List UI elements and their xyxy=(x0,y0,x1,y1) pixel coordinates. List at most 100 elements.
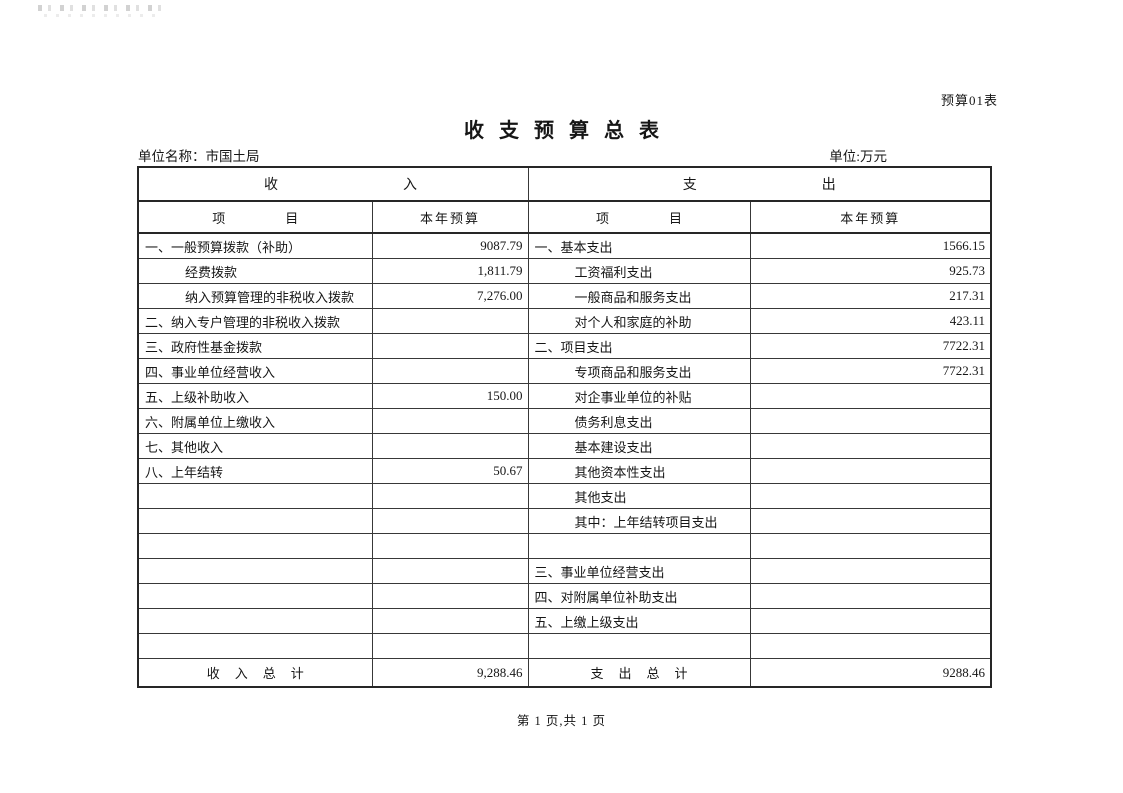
table-row: 二、纳入专户管理的非税收入拨款 对个人和家庭的补助 423.11 xyxy=(137,308,992,334)
expense-budget-column-header: 本年预算 xyxy=(749,200,992,234)
income-value-cell xyxy=(371,533,529,559)
income-item-cell: 一、一般预算拨款（补助） xyxy=(137,232,373,259)
expense-value-cell: 7722.31 xyxy=(749,358,992,384)
table-row: 四、对附属单位补助支出 xyxy=(137,583,992,609)
table-row: 八、上年结转 50.67 其他资本性支出 xyxy=(137,458,992,484)
income-item-cell xyxy=(137,483,373,509)
scan-noise-marks xyxy=(44,14,164,17)
income-value-cell: 1,811.79 xyxy=(371,258,529,284)
table-row: 四、事业单位经营收入 专项商品和服务支出 7722.31 xyxy=(137,358,992,384)
income-item-column-header: 项目 xyxy=(137,200,373,234)
income-value-cell xyxy=(371,358,529,384)
income-value-cell xyxy=(371,408,529,434)
expense-item-cell: 专项商品和服务支出 xyxy=(527,358,751,384)
expense-item-cell: 二、项目支出 xyxy=(527,333,751,359)
income-value-cell: 150.00 xyxy=(371,383,529,409)
expense-item-cell xyxy=(527,633,751,659)
expense-item-cell: 对企事业单位的补贴 xyxy=(527,383,751,409)
income-value-cell: 7,276.00 xyxy=(371,283,529,309)
expense-value-cell xyxy=(749,433,992,459)
income-item-cell: 七、其他收入 xyxy=(137,433,373,459)
table-row: 七、其他收入 基本建设支出 xyxy=(137,433,992,459)
expense-section-header: 支出 xyxy=(527,166,992,202)
expense-value-cell: 1566.15 xyxy=(749,232,992,259)
expense-item-cell: 其他支出 xyxy=(527,483,751,509)
income-item-cell xyxy=(137,583,373,609)
income-item-cell: 二、纳入专户管理的非税收入拨款 xyxy=(137,308,373,334)
page-title: 收支预算总表 xyxy=(464,120,674,142)
expense-value-cell xyxy=(749,408,992,434)
table-row: 一、一般预算拨款（补助） 9087.79 一、基本支出 1566.15 xyxy=(137,232,992,259)
expense-value-cell xyxy=(749,508,992,534)
expense-item-column-header: 项目 xyxy=(527,200,751,234)
expense-value-cell: 7722.31 xyxy=(749,333,992,359)
table-row: 其中：上年结转项目支出 xyxy=(137,508,992,534)
expense-item-cell: 一、基本支出 xyxy=(527,232,751,259)
income-item-cell xyxy=(137,558,373,584)
income-value-cell xyxy=(371,483,529,509)
income-item-cell xyxy=(137,508,373,534)
expense-value-cell xyxy=(749,383,992,409)
table-row: 五、上缴上级支出 xyxy=(137,608,992,634)
income-value-cell: 50.67 xyxy=(371,458,529,484)
table-row: 经费拨款 1,811.79 工资福利支出 925.73 xyxy=(137,258,992,284)
expense-value-cell: 217.31 xyxy=(749,283,992,309)
expense-value-cell xyxy=(749,533,992,559)
income-value-cell xyxy=(371,508,529,534)
expense-item-cell xyxy=(527,533,751,559)
income-item-cell: 经费拨款 xyxy=(137,258,373,284)
income-item-cell xyxy=(137,533,373,559)
unit-name-label: 单位名称：市国土局 xyxy=(138,149,260,164)
expense-item-cell: 债务利息支出 xyxy=(527,408,751,434)
table-row: 三、政府性基金拨款 二、项目支出 7722.31 xyxy=(137,333,992,359)
page-number-footer: 第 1 页,共 1 页 xyxy=(516,714,607,728)
table-row xyxy=(137,633,992,659)
expense-value-cell xyxy=(749,608,992,634)
currency-unit-label: 单位:万元 xyxy=(829,149,887,164)
expense-item-cell: 工资福利支出 xyxy=(527,258,751,284)
form-number-label: 预算01表 xyxy=(941,93,999,108)
income-section-header: 收入 xyxy=(137,166,529,202)
table-row: 纳入预算管理的非税收入拨款 7,276.00 一般商品和服务支出 217.31 xyxy=(137,283,992,309)
table-row: 六、附属单位上缴收入 债务利息支出 xyxy=(137,408,992,434)
income-total-value: 9,288.46 xyxy=(371,658,529,688)
expense-item-cell: 对个人和家庭的补助 xyxy=(527,308,751,334)
expense-value-cell xyxy=(749,583,992,609)
income-value-cell xyxy=(371,558,529,584)
expense-value-cell xyxy=(749,458,992,484)
expense-item-cell: 其中：上年结转项目支出 xyxy=(527,508,751,534)
income-value-cell xyxy=(371,583,529,609)
budget-summary-table: 收入 支出 项目 本年预算 项目 本年预算 一、一般预算拨款（补助） 9087.7… xyxy=(137,166,992,688)
table-row xyxy=(137,533,992,559)
expense-value-cell: 423.11 xyxy=(749,308,992,334)
expense-value-cell xyxy=(749,633,992,659)
income-item-cell xyxy=(137,633,373,659)
table-row: 三、事业单位经营支出 xyxy=(137,558,992,584)
section-header-row: 收入 支出 xyxy=(137,166,992,202)
expense-total-value: 9288.46 xyxy=(749,658,992,688)
expense-value-cell xyxy=(749,483,992,509)
table-row: 五、上级补助收入 150.00 对企事业单位的补贴 xyxy=(137,383,992,409)
scan-noise-marks xyxy=(38,5,170,11)
expense-item-cell: 其他资本性支出 xyxy=(527,458,751,484)
income-item-cell: 六、附属单位上缴收入 xyxy=(137,408,373,434)
income-value-cell xyxy=(371,633,529,659)
income-value-cell xyxy=(371,333,529,359)
income-value-cell xyxy=(371,608,529,634)
income-value-cell xyxy=(371,308,529,334)
expense-value-cell: 925.73 xyxy=(749,258,992,284)
expense-item-cell: 一般商品和服务支出 xyxy=(527,283,751,309)
column-header-row: 项目 本年预算 项目 本年预算 xyxy=(137,200,992,234)
table-row: 其他支出 xyxy=(137,483,992,509)
income-item-cell xyxy=(137,608,373,634)
expense-item-cell: 五、上缴上级支出 xyxy=(527,608,751,634)
income-item-cell: 八、上年结转 xyxy=(137,458,373,484)
total-row: 收入总计 9,288.46 支出总计 9288.46 xyxy=(137,658,992,688)
table-body: 一、一般预算拨款（补助） 9087.79 一、基本支出 1566.15 经费拨款 1,81… xyxy=(137,232,992,659)
income-item-cell: 五、上级补助收入 xyxy=(137,383,373,409)
income-item-cell: 三、政府性基金拨款 xyxy=(137,333,373,359)
expense-value-cell xyxy=(749,558,992,584)
income-item-cell: 四、事业单位经营收入 xyxy=(137,358,373,384)
income-item-cell: 纳入预算管理的非税收入拨款 xyxy=(137,283,373,309)
